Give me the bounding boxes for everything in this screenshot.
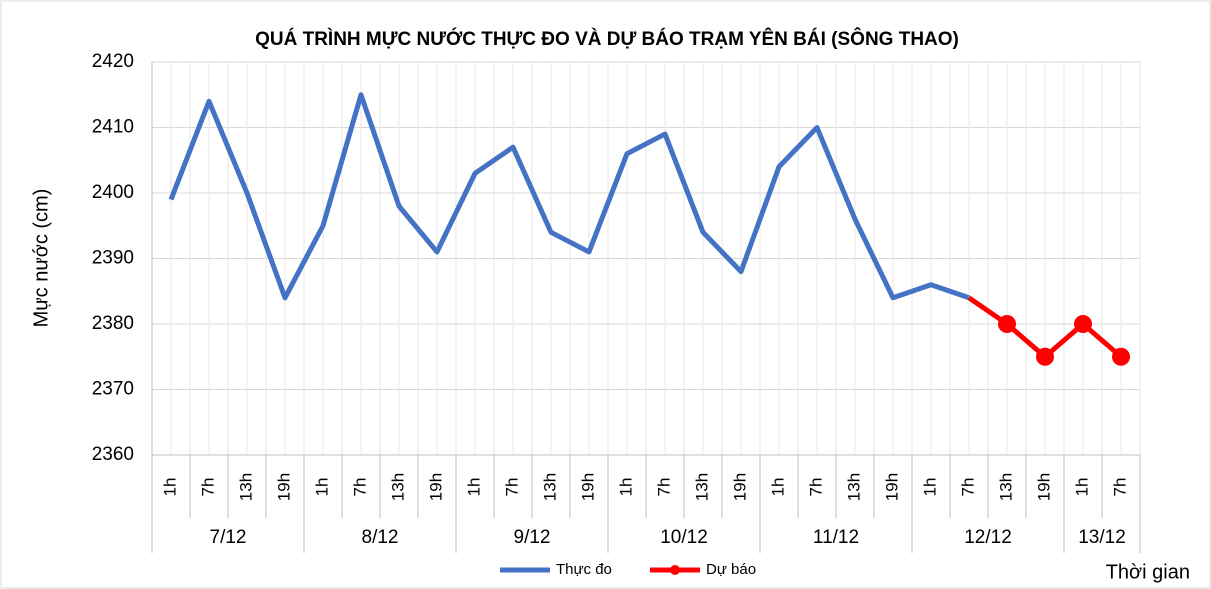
x-tick-label: 1h bbox=[1072, 478, 1091, 497]
x-tick-label: 1h bbox=[464, 478, 483, 497]
point bbox=[1112, 347, 1130, 366]
x-tick-label: 7h bbox=[502, 478, 521, 497]
x-tick-label: 1h bbox=[616, 478, 635, 497]
y-tick-label: 2360 bbox=[92, 444, 134, 465]
y-tick-label: 2410 bbox=[92, 117, 134, 138]
group-label: 9/12 bbox=[514, 527, 551, 548]
group-label: 8/12 bbox=[362, 527, 399, 548]
x-tick-label: 19h bbox=[730, 473, 749, 501]
x-tick-label: 7h bbox=[350, 478, 369, 497]
x-tick-label: 1h bbox=[312, 478, 331, 497]
x-tick-label: 13h bbox=[692, 473, 711, 501]
legend-marker bbox=[670, 565, 680, 575]
x-axis-label: Thời gian bbox=[1106, 561, 1190, 583]
y-tick-label: 2400 bbox=[92, 182, 134, 203]
x-tick-label: 19h bbox=[578, 473, 597, 501]
x-tick-label: 1h bbox=[160, 478, 179, 497]
x-tick-label: 13h bbox=[996, 473, 1015, 501]
x-tick-label: 13h bbox=[388, 473, 407, 501]
x-tick-label: 1h bbox=[920, 478, 939, 497]
x-tick-label: 13h bbox=[844, 473, 863, 501]
x-tick-label: 13h bbox=[236, 473, 255, 501]
y-tick-label: 2380 bbox=[92, 313, 134, 334]
group-label: 12/12 bbox=[964, 527, 1012, 548]
group-label: 13/12 bbox=[1078, 527, 1126, 548]
group-label: 11/12 bbox=[813, 527, 859, 548]
x-tick-label: 7h bbox=[806, 478, 825, 497]
group-label: 10/12 bbox=[660, 527, 708, 548]
x-tick-label: 19h bbox=[426, 473, 445, 501]
x-tick-label: 19h bbox=[1034, 473, 1053, 501]
x-tick-label: 7h bbox=[958, 478, 977, 497]
y-tick-label: 2420 bbox=[92, 51, 134, 72]
legend-label: Dự báo bbox=[706, 561, 756, 578]
y-tick-label: 2390 bbox=[92, 248, 134, 269]
x-tick-label: 13h bbox=[540, 473, 559, 501]
series-line bbox=[168, 92, 970, 301]
x-tick-label: 7h bbox=[1110, 478, 1129, 497]
x-tick-label: 19h bbox=[274, 473, 293, 501]
group-label: 7/12 bbox=[210, 527, 247, 548]
x-tick-label: 1h bbox=[768, 478, 787, 497]
y-axis-label: Mực nước (cm) bbox=[30, 189, 52, 328]
legend-label: Thực đo bbox=[556, 561, 612, 578]
y-tick-label: 2370 bbox=[92, 379, 134, 400]
chart-title: QUÁ TRÌNH MỰC NƯỚC THỰC ĐO VÀ DỰ BÁO TRẠ… bbox=[255, 28, 959, 50]
point bbox=[1036, 347, 1054, 366]
x-tick-label: 7h bbox=[198, 478, 217, 497]
x-tick-label: 19h bbox=[882, 473, 901, 501]
point bbox=[998, 315, 1016, 333]
point bbox=[1074, 315, 1092, 333]
x-tick-label: 7h bbox=[654, 478, 673, 497]
